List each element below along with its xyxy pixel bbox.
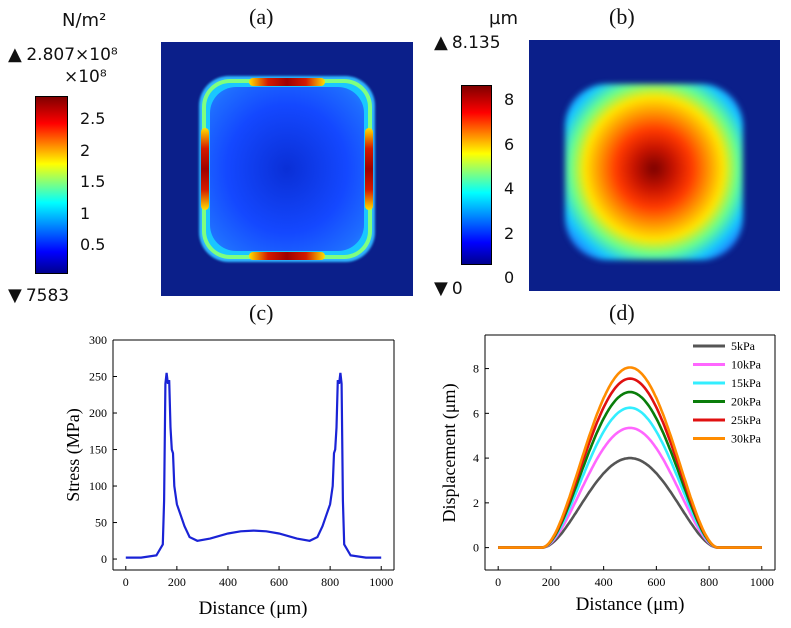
stress-hotspot-bottom	[249, 252, 325, 260]
displacement-xtick-label: 1000	[750, 575, 774, 589]
stress-colorbar-ticks: 2.5 2 1.5 1 0.5	[80, 103, 105, 261]
stress-colorbar-tick: 1.5	[80, 172, 106, 191]
stress-ytick-label: 50	[95, 516, 107, 530]
stress-max-value: 2.807×10⁸	[26, 45, 118, 65]
stress-xtick-label: 800	[321, 575, 339, 589]
displacement-field	[565, 84, 743, 260]
displacement-colorbar	[461, 85, 492, 265]
legend-label: 30kPa	[731, 432, 762, 446]
stress-ytick-label: 200	[89, 406, 107, 420]
stress-colorbar	[35, 96, 68, 274]
legend-label: 10kPa	[731, 358, 762, 372]
displacement-ytick-label: 0	[473, 541, 479, 555]
displacement-series-line	[498, 456, 762, 549]
displacement-xtick-label: 600	[647, 575, 665, 589]
displacement-ytick-label: 8	[473, 362, 479, 376]
displacement-colorbar-tick: 0	[504, 268, 515, 287]
displacement-ylabel: Displacement (μm)	[439, 383, 460, 522]
stress-ytick-label: 300	[89, 333, 107, 347]
legend-label: 20kPa	[731, 395, 762, 409]
displacement-colorbar-tick: 8	[504, 90, 515, 109]
displacement-colorbar-ticks: 8 6 4 2 0	[504, 78, 514, 301]
displacement-xtick-label: 800	[700, 575, 718, 589]
stress-xtick-label: 200	[168, 575, 186, 589]
displacement-xtick-label: 400	[595, 575, 613, 589]
displacement-series-line	[498, 390, 762, 549]
stress-hotspot-right	[365, 128, 373, 210]
panel-d-label: (d)	[609, 300, 635, 325]
displacement-unit: µm	[489, 8, 518, 29]
stress-xtick-label: 600	[270, 575, 288, 589]
displacement-xlabel: Distance (μm)	[576, 594, 685, 615]
displacement-xtick-label: 200	[542, 575, 560, 589]
stress-chart: 0 50 100 150 200 250 300 0 200 400 600 800 1000 Dis…	[63, 333, 395, 619]
displacement-ytick-label: 6	[473, 406, 479, 420]
stress-ytick-label: 100	[89, 479, 107, 493]
displacement-max-readout: ▲ 8.135	[434, 32, 501, 53]
displacement-xtick-label: 0	[495, 575, 501, 589]
panel-a-label: (a)	[249, 4, 274, 29]
displacement-series-line	[498, 366, 762, 549]
stress-min-value: 7583	[25, 286, 70, 306]
displacement-chart: 0 2 4 6 8 0 200 400 600 800 1000 5kPa 10kPa 15kPa 20…	[439, 334, 776, 615]
stress-min-readout: ▼ 7583	[8, 285, 69, 306]
stress-colorbar-tick: 0.5	[80, 235, 106, 254]
displacement-colorbar-tick: 4	[504, 179, 515, 198]
min-arrow-icon: ▼	[8, 285, 22, 306]
legend-label: 25kPa	[731, 413, 762, 427]
stress-hotspot-left	[201, 128, 209, 210]
displacement-max-value: 8.135	[451, 33, 501, 53]
stress-colorbar-tick: 1	[80, 203, 91, 223]
stress-ytick-label: 0	[101, 552, 107, 566]
stress-ytick-label: 150	[89, 443, 107, 457]
displacement-ytick-label: 2	[473, 496, 479, 510]
stress-max-readout: ▲ 2.807×10⁸	[8, 44, 118, 65]
displacement-map	[529, 40, 780, 291]
stress-ylabel: Stress (MPa)	[63, 408, 84, 502]
max-arrow-icon: ▲	[434, 32, 448, 53]
stress-interior	[210, 87, 364, 251]
min-arrow-icon: ▼	[434, 278, 448, 299]
stress-xlabel: Distance (μm)	[199, 598, 308, 619]
stress-ytick-label: 250	[89, 370, 107, 384]
displacement-series-line	[498, 377, 762, 549]
displacement-colorbar-tick: 6	[504, 134, 515, 154]
panel-c-label: (c)	[249, 300, 274, 325]
stress-series-line	[125, 372, 382, 559]
stress-xtick-label: 1000	[369, 575, 393, 589]
panel-b-label: (b)	[609, 4, 635, 29]
displacement-min-value: 0	[451, 279, 463, 299]
stress-colorbar-tick: 2	[80, 140, 91, 160]
displacement-colorbar-tick: 2	[504, 223, 515, 243]
stress-scale-factor: ×10⁸	[64, 67, 107, 87]
stress-hotspot-top	[249, 78, 325, 86]
max-arrow-icon: ▲	[8, 44, 22, 65]
legend-label: 15kPa	[731, 376, 762, 390]
displacement-min-readout: ▼ 0	[434, 278, 463, 299]
displacement-ytick-label: 4	[473, 451, 479, 465]
stress-map	[161, 42, 413, 296]
stress-xtick-label: 0	[123, 575, 129, 589]
legend-label: 5kPa	[731, 339, 756, 353]
stress-colorbar-tick: 2.5	[80, 109, 106, 128]
displacement-series-line	[498, 426, 762, 549]
stress-xtick-label: 400	[219, 575, 237, 589]
stress-unit: N/m²	[62, 10, 107, 31]
